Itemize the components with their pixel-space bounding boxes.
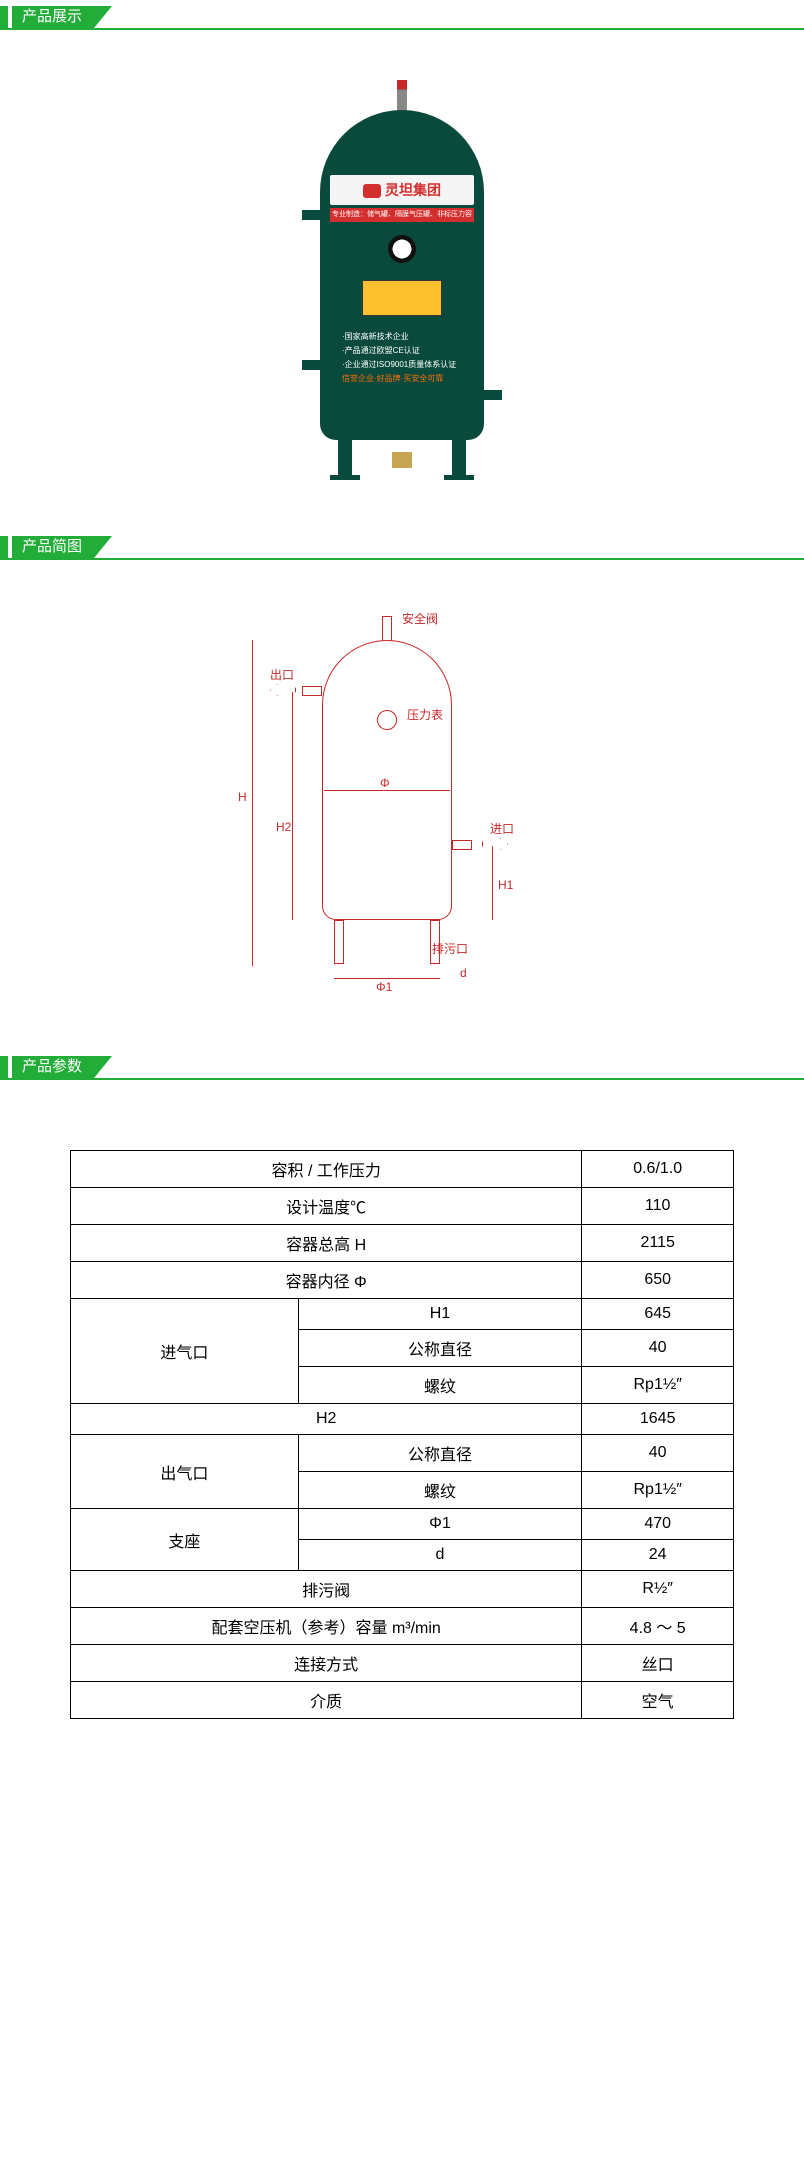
brand-text: 灵坦集团 bbox=[385, 182, 441, 198]
spec-cell: d bbox=[298, 1540, 582, 1571]
tank-brand-label: 灵坦集团 bbox=[330, 175, 474, 205]
spec-cell: Rp1½″ bbox=[582, 1472, 734, 1509]
spec-cell: 2115 bbox=[582, 1225, 734, 1262]
dim-phi: Φ bbox=[380, 776, 390, 790]
product-image-area: 灵坦集团 专业制造：储气罐、隔膜气压罐、非标压力容器 ·国家高新技术企业 ·产品… bbox=[0, 60, 804, 530]
spec-cell: Rp1½″ bbox=[582, 1367, 734, 1404]
section-title-diagram: 产品简图 bbox=[12, 536, 112, 558]
spec-cell: 容积 / 工作压力 bbox=[71, 1151, 582, 1188]
spec-cell: 645 bbox=[582, 1299, 734, 1330]
dim-H2: H2 bbox=[276, 820, 291, 834]
leg-left bbox=[338, 440, 352, 480]
label-safety-valve: 安全阀 bbox=[402, 610, 438, 627]
diagram-area: 安全阀 压力表 出口 进口 排污口 H H2 H1 Φ Φ1 d bbox=[0, 590, 804, 1050]
spec-cell: 出气口 bbox=[71, 1435, 299, 1509]
spec-cell: 24 bbox=[582, 1540, 734, 1571]
spec-cell: 介质 bbox=[71, 1682, 582, 1719]
spec-cell: Φ1 bbox=[298, 1509, 582, 1540]
pressure-gauge-icon bbox=[388, 235, 416, 263]
leg-right bbox=[452, 440, 466, 480]
foot-right bbox=[444, 475, 474, 480]
tank-info-text: ·国家高新技术企业 ·产品通过欧盟CE认证 ·企业通过ISO9001质量体系认证… bbox=[342, 330, 462, 386]
spec-cell: 容器内径 Φ bbox=[71, 1262, 582, 1299]
label-outlet: 出口 bbox=[270, 666, 294, 683]
dim-H1-line bbox=[492, 846, 493, 920]
spec-cell: 40 bbox=[582, 1435, 734, 1472]
dim-H1: H1 bbox=[498, 878, 513, 892]
header-bar bbox=[0, 1056, 8, 1078]
diagram-inlet-port bbox=[452, 840, 472, 850]
section-header-params: 产品参数 bbox=[0, 1050, 804, 1080]
dim-H-line bbox=[252, 640, 253, 966]
tank-body bbox=[320, 110, 484, 440]
spec-cell: 40 bbox=[582, 1330, 734, 1367]
dim-phi-line bbox=[324, 790, 450, 791]
spec-table: 容积 / 工作压力0.6/1.0设计温度℃110容器总高 H2115容器内径 Φ… bbox=[70, 1150, 734, 1719]
dim-d: d bbox=[460, 966, 467, 980]
diagram-gauge bbox=[377, 710, 397, 730]
spec-cell: 0.6/1.0 bbox=[582, 1151, 734, 1188]
tank-top-valve bbox=[397, 80, 407, 112]
spec-cell: H1 bbox=[298, 1299, 582, 1330]
tank-illustration: 灵坦集团 专业制造：储气罐、隔膜气压罐、非标压力容器 ·国家高新技术企业 ·产品… bbox=[292, 80, 512, 480]
spec-cell: 配套空压机（参考）容量 m³/min bbox=[71, 1608, 582, 1645]
diagram-safety-valve bbox=[382, 616, 392, 642]
header-bar bbox=[0, 536, 8, 558]
dim-phi1: Φ1 bbox=[376, 980, 392, 994]
spec-cell: 650 bbox=[582, 1262, 734, 1299]
spec-cell: 公称直径 bbox=[298, 1330, 582, 1367]
spec-cell: 丝口 bbox=[582, 1645, 734, 1682]
spec-cell: 4.8 ～ 5 bbox=[582, 1608, 734, 1645]
tank-port-left-lower bbox=[302, 360, 322, 370]
bullet-2: ·产品通过欧盟CE认证 bbox=[342, 344, 462, 358]
tank-sub-label: 专业制造：储气罐、隔膜气压罐、非标压力容器 bbox=[330, 208, 474, 222]
tank-port-left-upper bbox=[302, 210, 322, 220]
spec-cell: 1645 bbox=[582, 1404, 734, 1435]
arrow-inlet bbox=[482, 838, 508, 850]
spec-cell: 110 bbox=[582, 1188, 734, 1225]
spec-cell: H2 bbox=[71, 1404, 582, 1435]
spec-cell: 容器总高 H bbox=[71, 1225, 582, 1262]
foot-left bbox=[330, 475, 360, 480]
dim-H2-line bbox=[292, 692, 293, 920]
spec-cell: 螺纹 bbox=[298, 1472, 582, 1509]
slogan-text: 信誉企业·好品牌·买安全可靠 bbox=[342, 372, 462, 386]
spec-cell: 支座 bbox=[71, 1509, 299, 1571]
bottom-drain-valve bbox=[392, 452, 412, 468]
spec-cell: 设计温度℃ bbox=[71, 1188, 582, 1225]
diagram: 安全阀 压力表 出口 进口 排污口 H H2 H1 Φ Φ1 d bbox=[192, 610, 612, 990]
label-gauge: 压力表 bbox=[407, 706, 443, 723]
section-title-display: 产品展示 bbox=[12, 6, 112, 28]
dim-phi1-line bbox=[334, 978, 440, 979]
label-drain: 排污口 bbox=[432, 940, 468, 957]
spec-cell: 公称直径 bbox=[298, 1435, 582, 1472]
diagram-leg-a bbox=[334, 920, 344, 964]
spec-cell: 进气口 bbox=[71, 1299, 299, 1404]
bullet-3: ·企业通过ISO9001质量体系认证 bbox=[342, 358, 462, 372]
bullet-1: ·国家高新技术企业 bbox=[342, 330, 462, 344]
spec-cell: 排污阀 bbox=[71, 1571, 582, 1608]
spec-cell: 连接方式 bbox=[71, 1645, 582, 1682]
tank-yellow-label bbox=[362, 280, 442, 316]
section-header-display: 产品展示 bbox=[0, 0, 804, 30]
label-inlet: 进口 bbox=[490, 820, 514, 837]
spec-cell: 空气 bbox=[582, 1682, 734, 1719]
spec-cell: R½″ bbox=[582, 1571, 734, 1608]
header-bar bbox=[0, 6, 8, 28]
section-title-params: 产品参数 bbox=[12, 1056, 112, 1078]
section-header-diagram: 产品简图 bbox=[0, 530, 804, 560]
spec-cell: 470 bbox=[582, 1509, 734, 1540]
tank-port-right bbox=[482, 390, 502, 400]
dim-H: H bbox=[238, 790, 247, 804]
spec-cell: 螺纹 bbox=[298, 1367, 582, 1404]
diagram-outlet-port bbox=[302, 686, 322, 696]
spec-table-wrap: 容积 / 工作压力0.6/1.0设计温度℃110容器总高 H2115容器内径 Φ… bbox=[0, 1110, 804, 1779]
